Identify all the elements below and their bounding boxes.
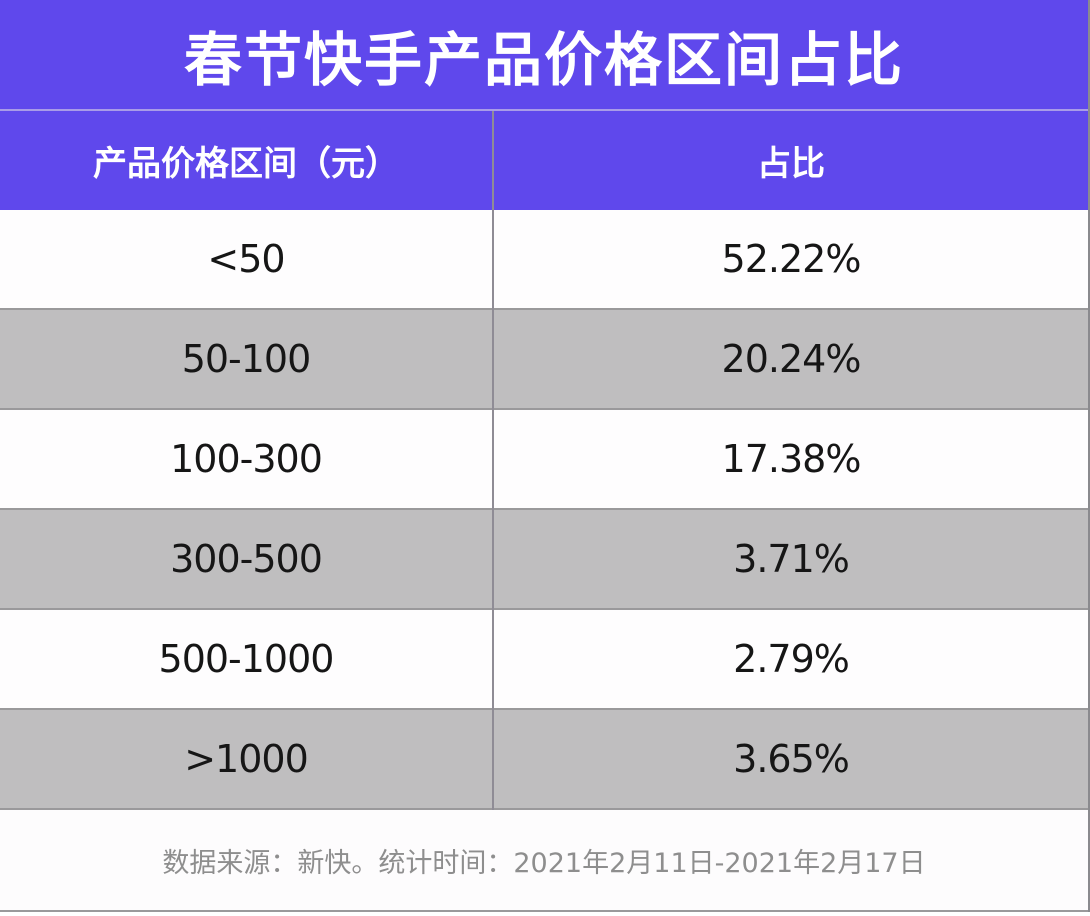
table-row: <50 52.22% bbox=[0, 210, 1088, 310]
row-divider bbox=[0, 608, 1088, 610]
column-divider bbox=[492, 111, 494, 810]
price-range-cell: >1000 bbox=[184, 737, 309, 781]
title-divider bbox=[0, 109, 1088, 111]
price-range-cell: 50-100 bbox=[181, 337, 312, 381]
row-divider bbox=[0, 508, 1088, 510]
share-cell: 2.79% bbox=[733, 637, 850, 681]
table-row: 100-300 17.38% bbox=[0, 410, 1088, 510]
table-row: 50-100 20.24% bbox=[0, 310, 1088, 410]
share-cell: 3.65% bbox=[733, 737, 850, 781]
footer-divider bbox=[0, 910, 1088, 912]
price-range-cell: 300-500 bbox=[170, 537, 323, 581]
table-row: 300-500 3.71% bbox=[0, 510, 1088, 610]
table-row: 500-1000 2.79% bbox=[0, 610, 1088, 710]
source-note: 数据来源：新快。统计时间：2021年2月11日-2021年2月17日 bbox=[0, 810, 1088, 910]
share-cell: 20.24% bbox=[721, 337, 862, 381]
share-cell: 3.71% bbox=[733, 537, 850, 581]
share-cell: 17.38% bbox=[721, 437, 862, 481]
table-row: >1000 3.65% bbox=[0, 710, 1088, 810]
header-price-range: 产品价格区间（元） bbox=[0, 111, 492, 210]
row-divider bbox=[0, 408, 1088, 410]
row-divider bbox=[0, 708, 1088, 710]
row-divider bbox=[0, 808, 1088, 810]
price-range-cell: 500-1000 bbox=[158, 637, 335, 681]
price-range-cell: 100-300 bbox=[170, 437, 323, 481]
price-range-cell: <50 bbox=[207, 237, 285, 281]
row-divider bbox=[0, 308, 1088, 310]
header-share: 占比 bbox=[494, 111, 1088, 210]
table-title: 春节快手产品价格区间占比 bbox=[0, 0, 1088, 109]
share-cell: 52.22% bbox=[721, 237, 862, 281]
